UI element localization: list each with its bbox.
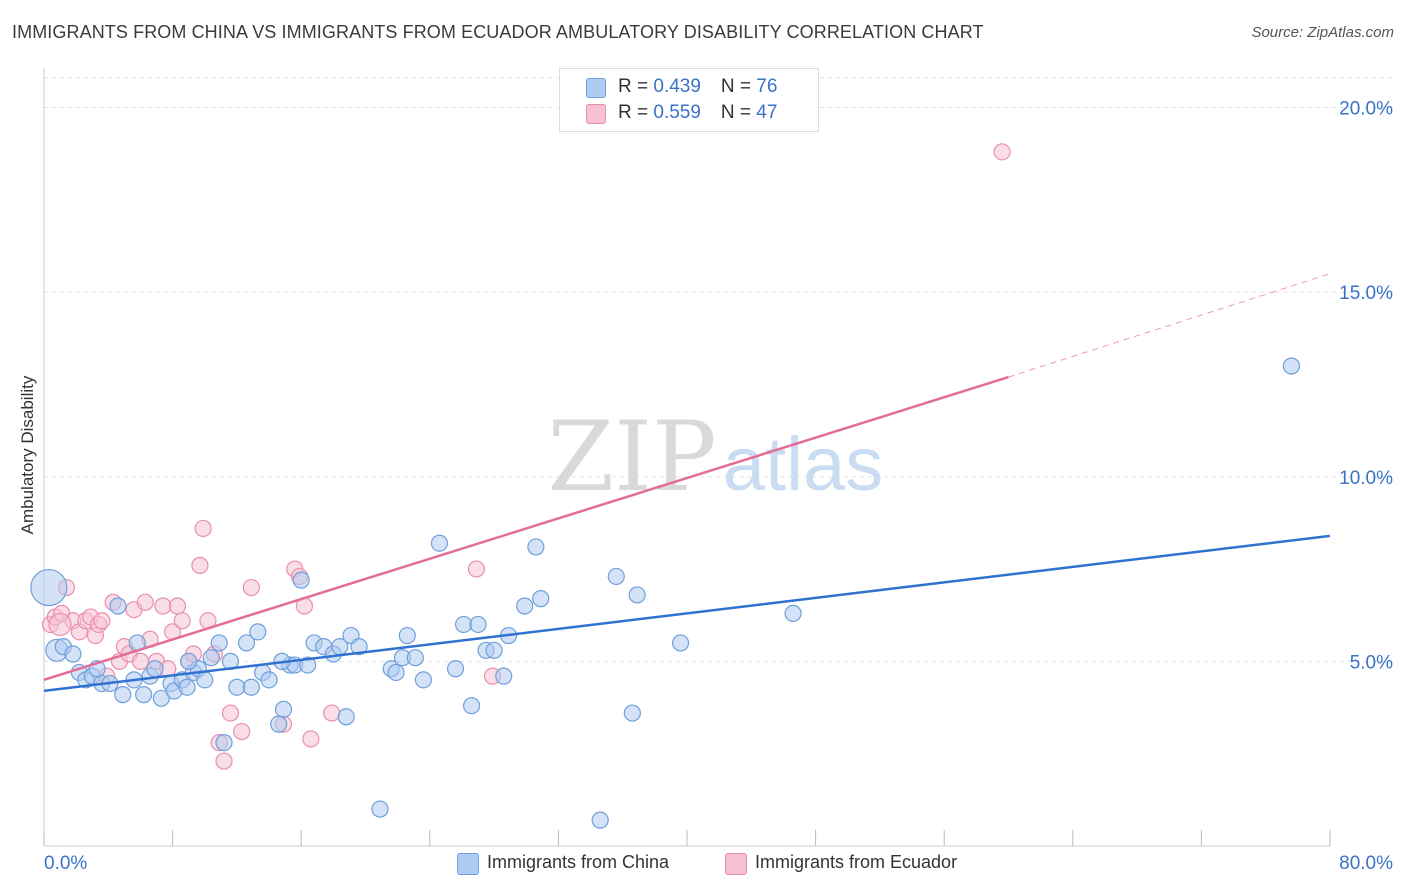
chart-title: IMMIGRANTS FROM CHINA VS IMMIGRANTS FROM… [12,22,984,42]
china-point [406,649,424,667]
ecuador-swatch [586,104,606,124]
china-points [30,357,1301,829]
r-label: R = [618,76,654,97]
r-value: 0.439 [653,76,701,97]
n-label: N = [720,102,757,123]
china-point [196,671,214,689]
watermark-atlas: atlas [723,422,884,507]
ecuador-trend-line [43,375,1009,682]
china-point [623,704,641,722]
china-point [350,638,368,656]
china-trend-line [43,534,1331,693]
ecuador-point [191,556,209,574]
ecuador-point [233,722,251,741]
y-tick-label: 20.0% [1339,99,1393,120]
china-point [64,645,82,663]
china-point [371,800,389,818]
ecuador-point [154,597,172,615]
china-point [292,571,310,589]
china-point [146,660,164,678]
china-point [109,597,127,615]
china-point [242,678,260,696]
china-legend-label: Immigrants from China [487,852,670,872]
correlation-legend: R = 0.439 N = 76 R = 0.559 N = 47 [559,68,819,132]
china-point [516,597,534,615]
watermark: ZIP atlas [547,401,883,513]
ecuador-point [136,593,154,611]
china-point [178,678,196,696]
china-point [249,623,267,641]
n-value: 47 [756,102,778,123]
ecuador-point [242,578,260,597]
china-point [607,567,625,586]
x-tick-label: 80.0% [1339,853,1393,874]
china-point [228,678,246,696]
y-tick-label: 15.0% [1339,283,1393,304]
china-point [114,686,132,704]
china-point [260,671,278,689]
china-point [180,652,198,670]
china-point [387,663,405,682]
source-label: Source: ZipAtlas.com [1251,24,1394,41]
china-point [237,634,256,652]
ecuador-point [302,730,320,748]
x-tick-label: 0.0% [44,853,87,874]
trend-lines [43,273,1331,693]
china-point [202,649,220,667]
china-point [495,667,513,685]
r-label: R = [618,102,654,123]
y-tick-label: 5.0% [1350,652,1393,673]
china-point [210,634,228,652]
ecuador-point [467,560,486,578]
china-point [152,689,170,707]
ecuador-point [194,519,212,538]
china-point [270,715,288,733]
china-point [274,700,293,718]
china-legend-swatch [457,853,479,875]
ecuador-point [215,752,233,770]
china-point [784,604,802,622]
n-label: N = [720,76,757,97]
ecuador-legend-label: Immigrants from Ecuador [755,852,958,872]
china-point [527,538,545,556]
china-point [398,626,416,645]
y-tick-label: 10.0% [1339,468,1393,489]
ecuador-point [993,143,1011,161]
china-point [469,615,487,634]
ecuador-point [93,612,111,630]
ecuador-point [131,652,150,670]
n-value: 76 [756,76,778,97]
ecuador-point [323,704,341,722]
china-point [299,656,317,674]
china-point [135,686,153,704]
ecuador-point [168,597,187,615]
china-point [446,660,465,678]
china-point [591,811,609,829]
china-point [462,697,481,715]
china-swatch [586,78,606,98]
ecuador-point [173,612,191,630]
china-point [215,734,233,752]
china-point [628,586,646,604]
china-point [485,641,503,659]
china-point [337,708,355,726]
axes [43,68,1331,847]
ecuador-trend-extension [1008,273,1331,378]
china-point [532,590,550,608]
china-point [414,671,432,689]
grid-lines [44,77,1394,662]
tick-labels: 5.0% 10.0% 15.0% 20.0% 0.0% 80.0% [44,99,1393,874]
r-value: 0.559 [653,102,701,123]
china-point [430,534,449,552]
china-point [671,634,690,652]
ecuador-point [221,704,240,722]
china-point [454,615,473,634]
china-point [1282,357,1301,375]
ecuador-point [48,612,72,637]
ecuador-legend-swatch [725,853,747,875]
china-point [30,568,68,607]
